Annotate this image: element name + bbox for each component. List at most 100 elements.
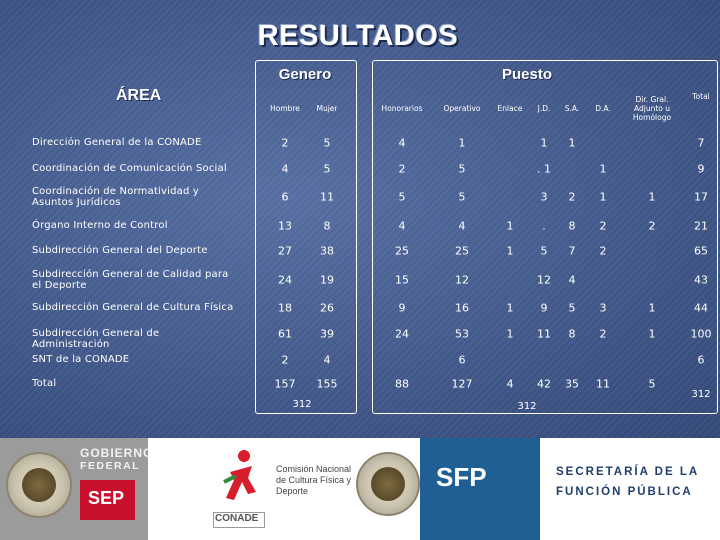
table-cell: 4 (506, 377, 514, 391)
table-cell: 5 (398, 190, 406, 204)
table-cell: 24 (395, 327, 409, 341)
area-row-label: Subdirección General de Calidad para el … (32, 269, 229, 291)
table-cell: 5 (540, 244, 548, 258)
table-cell: 53 (455, 327, 469, 341)
table-cell: 4 (323, 353, 331, 367)
table-cell: 65 (694, 244, 708, 258)
table-cell: 4 (281, 162, 289, 176)
table-cell: 157 (274, 377, 296, 391)
table-cell: 155 (316, 377, 338, 391)
table-cell: 26 (320, 301, 334, 315)
mexico-coat-of-arms-icon (6, 452, 72, 518)
table-cell: 1 (458, 136, 466, 150)
table-cell: 6 (458, 353, 466, 367)
header-sa: S.A. (564, 104, 580, 113)
sep-logo-text: SEP (88, 488, 125, 508)
table-cell: 1 (599, 162, 607, 176)
table-cell: 4 (398, 136, 406, 150)
table-cell: 5 (458, 162, 466, 176)
sfp-logo-text: SFP (436, 462, 487, 492)
table-cell: 44 (694, 301, 708, 315)
conade-figure-icon (222, 448, 262, 512)
table-cell: 100 (690, 327, 712, 341)
table-cell: 6 (697, 353, 705, 367)
table-cell: 7 (568, 244, 576, 258)
sfp-logo-band (420, 438, 540, 540)
table-cell: 8 (568, 327, 576, 341)
footer-logos: GOBIERNO FEDERAL SEP CONADE Comisión Nac… (0, 438, 720, 540)
genero-box (255, 60, 357, 414)
table-cell: 9 (540, 301, 548, 315)
table-cell: 1 (506, 244, 514, 258)
table-cell: 25 (455, 244, 469, 258)
conade-logo-text: CONADE (215, 513, 259, 524)
table-cell: 11 (596, 377, 610, 391)
area-row-label: Subdirección General de Cultura Física (32, 302, 234, 313)
table-cell: 25 (395, 244, 409, 258)
table-cell: 127 (451, 377, 473, 391)
table-cell: 11 (537, 327, 551, 341)
header-total: Total (692, 92, 710, 101)
table-cell: 5 (323, 136, 331, 150)
sfp-name-band (540, 438, 720, 540)
table-cell: 3 (599, 301, 607, 315)
header-hombre: Hombre (270, 104, 300, 113)
table-cell: 6 (281, 190, 289, 204)
table-cell: 11 (320, 190, 334, 204)
slide: RESULTADOS Genero Puesto ÁREA Hombre Muje… (0, 0, 720, 438)
table-cell: 4 (568, 273, 576, 287)
table-cell: 5 (323, 162, 331, 176)
table-cell: 24 (278, 273, 292, 287)
table-cell: 5 (458, 190, 466, 204)
table-cell: 1 (506, 327, 514, 341)
table-cell: 4 (458, 219, 466, 233)
mexico-coat-of-arms-icon (356, 452, 420, 516)
table-cell: 2 (648, 219, 656, 233)
puesto-box (372, 60, 718, 414)
sfp-name-line2: FUNCIÓN PÚBLICA (556, 486, 693, 498)
table-cell: 8 (568, 219, 576, 233)
sfp-name-line1: SECRETARÍA DE LA (556, 466, 700, 478)
area-row-label: Coordinación de Comunicación Social (32, 163, 227, 174)
table-cell: 16 (455, 301, 469, 315)
area-row-label: Dirección General de la CONADE (32, 137, 202, 148)
header-mujer: Mujer (316, 104, 338, 113)
table-cell: 15 (395, 273, 409, 287)
table-cell: 43 (694, 273, 708, 287)
table-cell: 21 (694, 219, 708, 233)
table-cell: 1 (506, 219, 514, 233)
table-cell: 12 (455, 273, 469, 287)
header-jd: J.D. (537, 104, 551, 113)
table-cell: 9 (697, 162, 705, 176)
table-cell: 1 (599, 190, 607, 204)
table-cell: 8 (323, 219, 331, 233)
area-row-label: Subdirección General del Deporte (32, 245, 208, 256)
total-grand-total: 312 (691, 389, 711, 400)
table-cell: 61 (278, 327, 292, 341)
area-row-label: Órgano Interno de Control (32, 220, 168, 231)
puesto-grand-total: 312 (517, 401, 537, 412)
table-cell: 2 (599, 219, 607, 233)
page-title: RESULTADOS (257, 20, 459, 52)
conade-full-name: Comisión Nacional de Cultura Física y De… (276, 464, 352, 496)
table-cell: 2 (599, 244, 607, 258)
table-cell: 12 (537, 273, 551, 287)
table-cell: 1 (648, 301, 656, 315)
table-cell: 88 (395, 377, 409, 391)
area-row-label: Subdirección General de Administración (32, 328, 160, 350)
table-cell: 19 (320, 273, 334, 287)
table-cell: 9 (398, 301, 406, 315)
table-cell: 1 (540, 136, 548, 150)
puesto-label: Puesto (501, 66, 552, 83)
area-row-label: Coordinación de Normatividad y Asuntos J… (32, 186, 200, 208)
table-cell: 35 (565, 377, 579, 391)
table-cell: 42 (537, 377, 551, 391)
table-cell: 13 (278, 219, 292, 233)
table-cell: 5 (648, 377, 656, 391)
table-cell: 38 (320, 244, 334, 258)
table-cell: 2 (568, 190, 576, 204)
sep-red-block (80, 480, 135, 520)
header-operativo: Operativo (443, 104, 481, 113)
header-dir-gral-adjunto: Dir. Gral. Adjunto u Homólogo (632, 95, 672, 122)
table-cell: . 1 (537, 162, 551, 176)
